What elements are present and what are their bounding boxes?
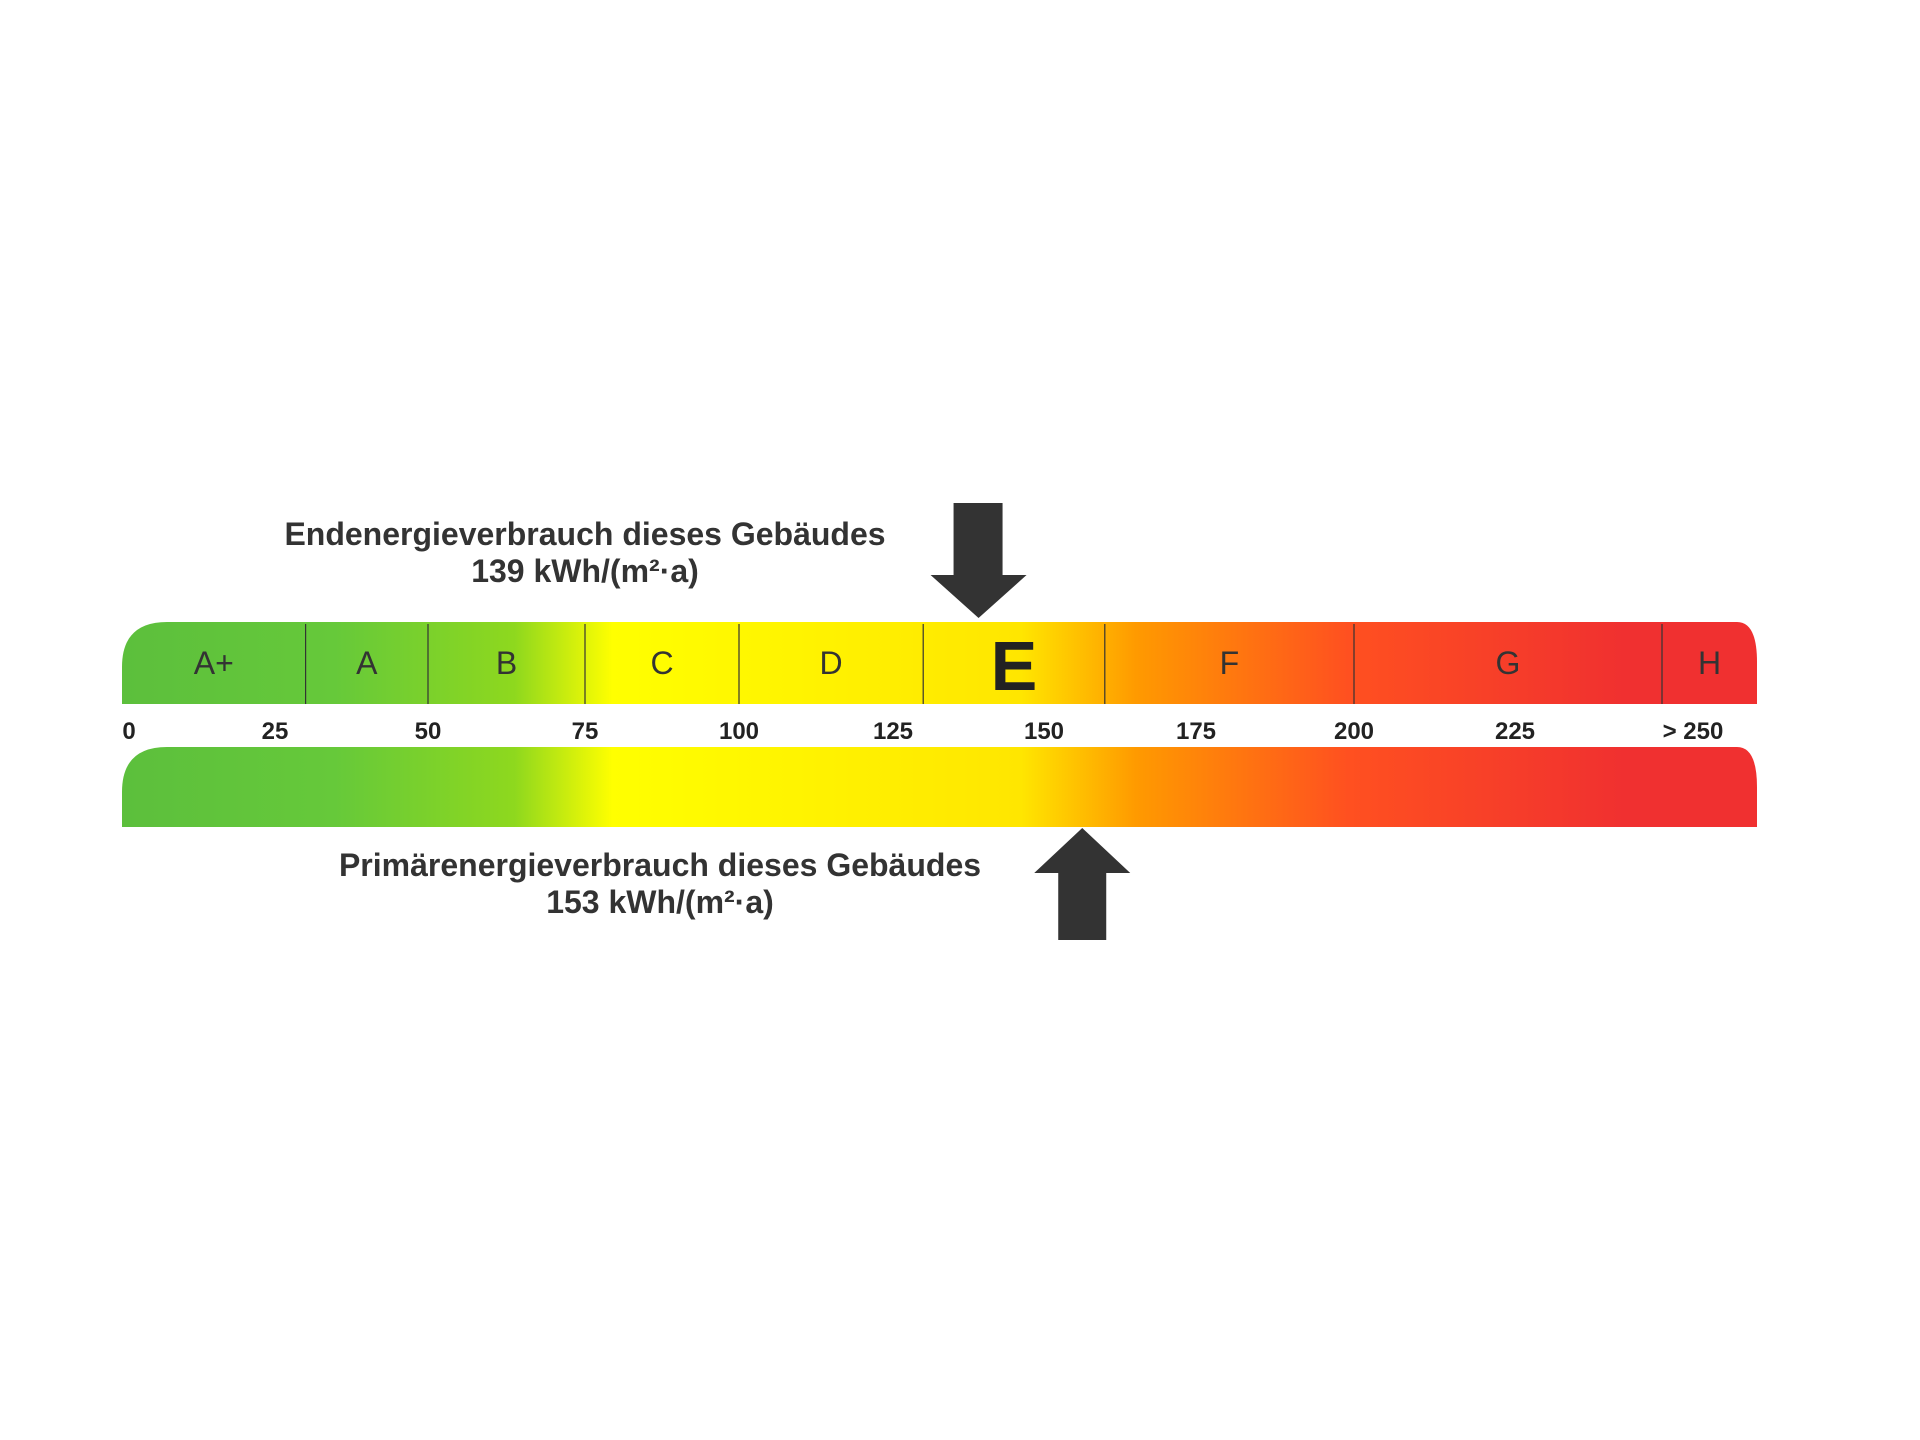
- primary-energy-caption: Primärenergieverbrauch dieses Gebäudes 1…: [339, 847, 981, 921]
- final-energy-caption: Endenergieverbrauch dieses Gebäudes 139 …: [284, 516, 885, 590]
- final-energy-value: 139 kWh/(m²·a): [471, 553, 699, 589]
- tick-label: 125: [873, 718, 913, 745]
- class-label-G: G: [1496, 645, 1521, 681]
- tick-label: 100: [719, 718, 759, 745]
- class-bar: [122, 622, 1757, 704]
- primary-energy-bar: [122, 747, 1757, 827]
- class-label-E: E: [991, 627, 1038, 705]
- final-energy-arrow-down-icon: [930, 503, 1027, 618]
- class-label-D: D: [820, 645, 843, 681]
- class-label-C: C: [650, 645, 673, 681]
- tick-label: 75: [572, 718, 599, 745]
- primary-energy-arrow-up-icon: [1034, 828, 1131, 940]
- tick-label: > 250: [1663, 718, 1724, 745]
- class-label-A: A: [356, 645, 378, 681]
- tick-label: 50: [415, 718, 442, 745]
- tick-label: 25: [262, 718, 289, 745]
- class-label-A+: A+: [194, 645, 234, 681]
- class-label-B: B: [496, 645, 517, 681]
- primary-energy-title: Primärenergieverbrauch dieses Gebäudes: [338, 847, 982, 883]
- tick-label: 225: [1495, 718, 1535, 745]
- tick-label: 175: [1176, 718, 1216, 745]
- tick-label: 150: [1024, 718, 1064, 745]
- primary-energy-value: 153 kWh/(m²·a): [546, 884, 774, 920]
- tick-label: 0: [122, 718, 135, 745]
- class-label-F: F: [1220, 645, 1240, 681]
- tick-label: 200: [1334, 718, 1374, 745]
- class-label-H: H: [1698, 645, 1721, 681]
- final-energy-title: Endenergieverbrauch dieses Gebäudes: [284, 516, 886, 552]
